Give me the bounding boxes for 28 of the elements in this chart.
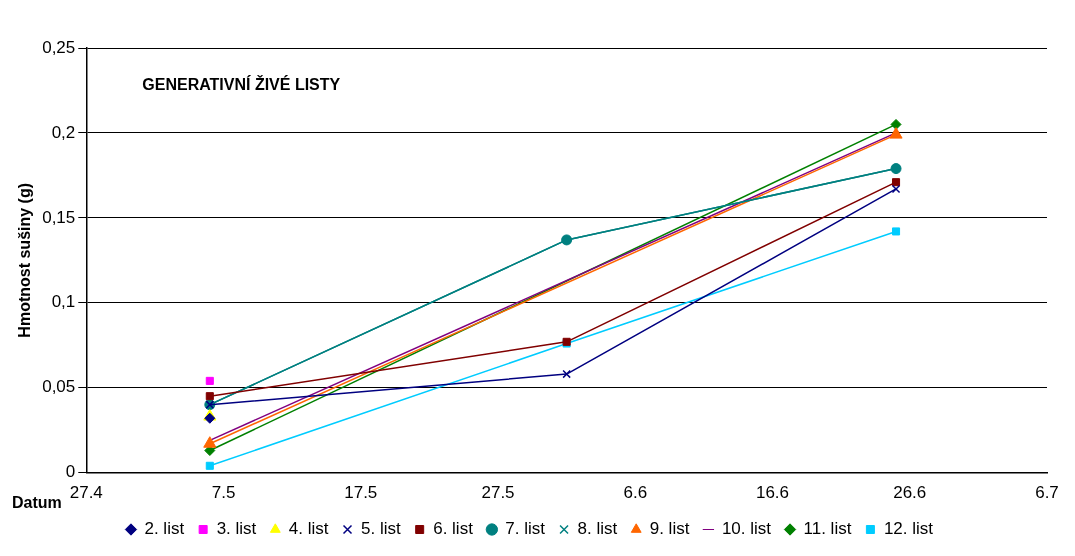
legend-label: 11. list: [803, 519, 852, 539]
legend-label: 2. list: [144, 519, 185, 539]
x-tick-label: 27.4: [69, 483, 103, 503]
y-tick-label: 0,15: [42, 207, 76, 227]
legend-label: 5. list: [361, 519, 401, 539]
x-tick-label: 7.5: [211, 483, 236, 503]
y-tick-label: 0,1: [51, 292, 76, 312]
legend-label: 10. list: [721, 519, 772, 539]
legend-label: 7. list: [505, 519, 546, 539]
text: GENERATIVNÍ ŽIVÉ LISTY: [142, 75, 341, 94]
x-tick-label: 26.6: [893, 483, 927, 503]
y-tick-label: 0,25: [42, 37, 76, 57]
legend-label: 9. list: [649, 519, 690, 539]
x-tick-label: 16.6: [755, 483, 790, 503]
x-tick-label: 27.5: [481, 483, 515, 503]
legend-label: 4. list: [288, 519, 329, 539]
x-tick-label: 6.7: [1035, 483, 1059, 503]
legend-label: 12. list: [883, 519, 934, 539]
x-tick-label: 6.6: [623, 483, 648, 503]
x-tick-label: 17.5: [344, 483, 378, 503]
y-axis-title: Hmotnost sušiny (g): [16, 182, 34, 338]
legend-label: 8. list: [577, 519, 618, 539]
y-tick-label: 0: [65, 462, 76, 482]
x-axis-title: Datum: [12, 494, 62, 512]
legend-label: 6. list: [433, 519, 474, 539]
legend-label: 3. list: [216, 519, 257, 539]
y-tick-label: 0,2: [51, 122, 76, 142]
y-tick-label: 0,05: [42, 377, 76, 397]
